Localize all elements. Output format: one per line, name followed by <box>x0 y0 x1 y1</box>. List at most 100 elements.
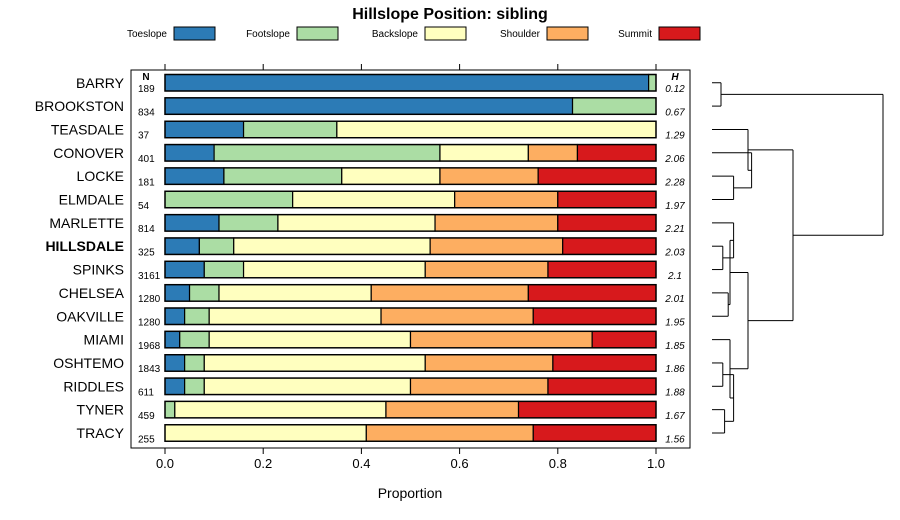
row-labels: BARRY BROOKSTON TEASDALE CONOVER LOCKE ELMDAL… <box>35 75 125 441</box>
h-value-hillsdale: 2.03 <box>664 247 685 258</box>
legend-label-shoulder: Shoulder <box>500 29 541 40</box>
bar-segment-conover-summit <box>576 143 657 162</box>
bar-segment-oshtemo-footslope <box>184 354 205 372</box>
x-tick-label: 0.2 <box>254 456 272 471</box>
bar-outline-brookston <box>164 97 657 116</box>
h-value-riddles: 1.88 <box>665 388 685 399</box>
bar-outline-chelsea <box>164 283 657 302</box>
bar-segment-hillsdale-backslope <box>233 237 431 256</box>
bar-segment-oakville-toeslope <box>164 307 186 326</box>
row-label-riddles: RIDDLES <box>63 378 124 394</box>
bar-segment-riddles-backslope <box>203 377 412 396</box>
bar-outline-locke <box>164 167 657 186</box>
bar-outline-teasdale <box>164 120 657 139</box>
n-value-barry: 189 <box>138 84 155 95</box>
legend-swatch-shoulder <box>546 26 589 41</box>
n-value-tracy: 255 <box>138 434 155 445</box>
bar-segment-chelsea-toeslope <box>164 284 191 302</box>
bar-segment-teasdale-footslope <box>242 120 338 139</box>
bar-segment-riddles-shoulder <box>409 377 549 396</box>
h-value-miami: 1.85 <box>665 341 685 352</box>
bar-segment-tyner-backslope <box>174 400 387 419</box>
n-value-hillsdale: 325 <box>138 247 155 258</box>
h-value-elmdale: 1.97 <box>665 201 685 212</box>
bar-segment-marlette-backslope <box>277 214 436 232</box>
bar-segment-locke-footslope <box>223 167 343 185</box>
legend-label-summit: Summit <box>618 29 652 40</box>
bar-segment-locke-shoulder <box>439 167 539 185</box>
row-label-miami: MIAMI <box>84 332 124 348</box>
bar-segment-miami-summit <box>591 330 657 349</box>
legend-swatch-footslope <box>296 26 339 41</box>
n-value-tyner: 459 <box>138 411 155 422</box>
bar-outline-tracy <box>164 424 657 442</box>
n-value-locke: 181 <box>138 177 155 188</box>
bar-segment-tyner-footslope <box>164 400 176 419</box>
bar-segment-conover-backslope <box>439 143 529 162</box>
bar-segment-tracy-backslope <box>164 424 367 442</box>
row-label-tyner: TYNER <box>77 402 124 418</box>
bar-segment-oshtemo-backslope <box>203 354 426 372</box>
bar-segment-miami-shoulder <box>409 330 593 349</box>
bar-segment-spinks-shoulder <box>424 260 549 279</box>
row-label-chelsea: CHELSEA <box>59 285 125 301</box>
bar-segment-hillsdale-toeslope <box>164 237 200 256</box>
bar-segment-conover-footslope <box>213 143 441 162</box>
bar-outline-spinks <box>164 260 657 279</box>
bar-segment-riddles-summit <box>547 377 657 396</box>
row-label-tracy: TRACY <box>77 425 125 441</box>
bar-segment-oshtemo-toeslope <box>164 354 186 372</box>
bar-segment-oakville-shoulder <box>380 307 534 326</box>
bar-segment-tracy-summit <box>532 424 657 442</box>
legend-label-backslope: Backslope <box>372 29 419 40</box>
bar-segment-spinks-backslope <box>242 260 426 279</box>
bar-segment-miami-backslope <box>208 330 412 349</box>
h-value-tracy: 1.56 <box>665 434 685 445</box>
row-label-marlette: MARLETTE <box>49 215 124 231</box>
bar-segment-marlette-toeslope <box>164 214 220 232</box>
bar-segment-riddles-footslope <box>184 377 205 396</box>
bar-segment-conover-shoulder <box>527 143 579 162</box>
row-label-hillsdale: HILLSDALE <box>45 238 124 254</box>
x-tick-label: 0.6 <box>451 456 469 471</box>
row-label-brookston: BROOKSTON <box>35 98 124 114</box>
h-value-barry: 0.12 <box>665 84 685 95</box>
bar-segment-brookston-footslope <box>571 97 657 115</box>
n-value-miami: 1968 <box>138 341 161 352</box>
bar-segment-elmdale-footslope <box>164 190 294 209</box>
h-value-brookston: 0.67 <box>665 107 685 118</box>
n-value-spinks: 3161 <box>138 271 161 282</box>
h-value-chelsea: 2.01 <box>664 294 684 305</box>
bar-outline-miami <box>164 330 657 349</box>
legend-label-toeslope: Toeslope <box>127 29 167 40</box>
bar-segment-barry-toeslope <box>164 73 650 92</box>
bar-segment-oakville-backslope <box>208 307 382 326</box>
bar-segment-chelsea-backslope <box>218 284 372 302</box>
bar-segment-brookston-toeslope <box>164 97 574 115</box>
legend-swatch-summit <box>658 26 701 41</box>
n-value-conover: 401 <box>138 154 155 165</box>
bar-segment-riddles-toeslope <box>164 377 186 396</box>
h-value-oakville: 1.95 <box>665 318 685 329</box>
h-value-teasdale: 1.29 <box>665 131 685 142</box>
bar-outline-elmdale <box>164 190 657 209</box>
bar-segment-elmdale-shoulder <box>454 190 559 209</box>
bar-segment-marlette-shoulder <box>434 214 559 232</box>
n-value-riddles: 611 <box>138 388 154 399</box>
bar-segment-locke-toeslope <box>164 167 225 185</box>
legend: Toeslope Footslope Backslope Shoulder Summit <box>127 26 701 41</box>
bar-segment-marlette-summit <box>557 214 657 232</box>
bar-segment-tracy-shoulder <box>365 424 534 442</box>
h-value-marlette: 2.21 <box>664 224 684 235</box>
bar-segment-miami-footslope <box>179 330 210 349</box>
n-value-teasdale: 37 <box>138 131 150 142</box>
h-header: H <box>671 72 679 83</box>
bar-outline-conover <box>164 143 657 162</box>
bar-segment-marlette-footslope <box>218 214 279 232</box>
h-value-locke: 2.28 <box>664 177 685 188</box>
h-value-tyner: 1.67 <box>665 411 685 422</box>
legend-swatch-toeslope <box>173 26 216 41</box>
bar-segment-chelsea-footslope <box>188 284 220 302</box>
row-label-spinks: SPINKS <box>73 262 124 278</box>
